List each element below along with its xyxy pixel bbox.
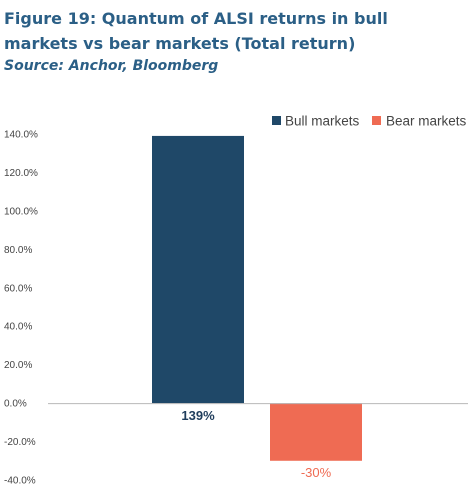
bar-bull-markets <box>152 135 244 404</box>
legend-swatch <box>372 116 381 125</box>
y-tick-label: 0.0% <box>4 399 27 410</box>
y-tick-label: 40.0% <box>4 322 32 333</box>
bar-bear-markets <box>270 403 362 461</box>
y-tick-label: 140.0% <box>4 130 38 141</box>
y-tick-label: 20.0% <box>4 360 32 371</box>
legend-item: Bull markets <box>272 114 360 129</box>
y-tick-label: 100.0% <box>4 206 38 217</box>
legend: Bull markets Bear markets <box>272 114 467 129</box>
y-tick-label: -20.0% <box>4 437 36 448</box>
bars <box>152 135 362 461</box>
y-tick-label: 60.0% <box>4 283 32 294</box>
y-axis: 140.0% 120.0% 100.0% 80.0% 60.0% 40.0% 20.0% 0.… <box>4 130 38 487</box>
legend-item: Bear markets <box>372 114 467 129</box>
y-tick-label: 120.0% <box>4 168 38 179</box>
data-label: 139% <box>181 408 215 423</box>
legend-label: Bear markets <box>386 114 467 129</box>
chart-title: Figure 19: Quantum of ALSI returns in bu… <box>4 9 388 53</box>
legend-swatch <box>272 116 281 125</box>
y-tick-label: -40.0% <box>4 476 36 487</box>
y-tick-label: 80.0% <box>4 245 32 256</box>
data-label: -30% <box>301 465 332 480</box>
data-labels: 139% -30% <box>181 408 331 480</box>
chart-source: Source: Anchor, Bloomberg <box>4 58 219 74</box>
legend-label: Bull markets <box>285 114 360 129</box>
